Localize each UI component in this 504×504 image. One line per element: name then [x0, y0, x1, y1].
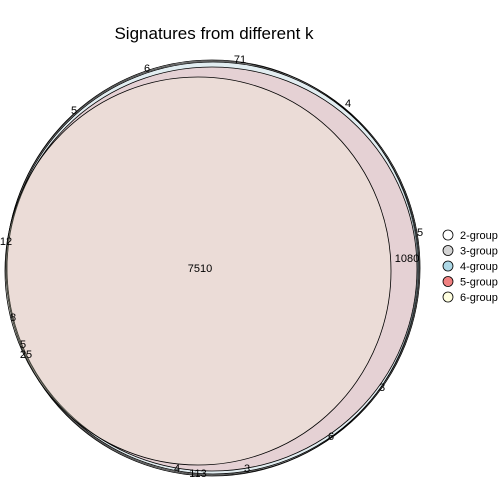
legend-swatch-4-group	[442, 260, 454, 272]
region-count-label: 5	[417, 227, 423, 239]
region-count-label: 25	[20, 349, 32, 361]
legend-swatch-2-group	[442, 229, 454, 241]
region-count-label: 4	[345, 98, 351, 110]
legend-label-3-group: 3-group	[460, 246, 498, 258]
region-count-label: 71	[234, 54, 246, 66]
region-count-label: 3	[379, 382, 385, 394]
region-count-label: 6	[144, 63, 150, 75]
legend-swatch-3-group	[442, 245, 454, 256]
region-count-label: 4	[174, 463, 180, 475]
legend-swatch-5-group	[442, 276, 454, 287]
legend: 2-group 3-group 4-group 5-group 6-group	[442, 229, 498, 304]
region-count-label: 12	[0, 236, 12, 248]
venn-set-6-group	[4, 76, 392, 466]
region-count-label: 113	[189, 468, 207, 480]
region-count-label: 5	[71, 105, 77, 117]
region-count-label: 3	[244, 463, 250, 475]
chart-title: Signatures from different k	[114, 24, 314, 43]
region-count-label: 5	[20, 339, 26, 351]
region-count-label: 6	[328, 431, 334, 443]
legend-label-6-group: 6-group	[460, 292, 498, 304]
legend-label-2-group: 2-group	[460, 230, 498, 242]
venn-sets	[4, 59, 421, 477]
venn-set-3-group	[5, 59, 419, 477]
region-count-label: 8	[10, 312, 16, 324]
venn-set-5-group	[6, 66, 418, 472]
legend-swatch-6-group	[442, 291, 454, 303]
legend-label-5-group: 5-group	[460, 277, 498, 289]
region-count-label: 7510	[188, 263, 212, 275]
region-count-label: 1080	[395, 253, 419, 265]
legend-label-4-group: 4-group	[460, 261, 498, 273]
